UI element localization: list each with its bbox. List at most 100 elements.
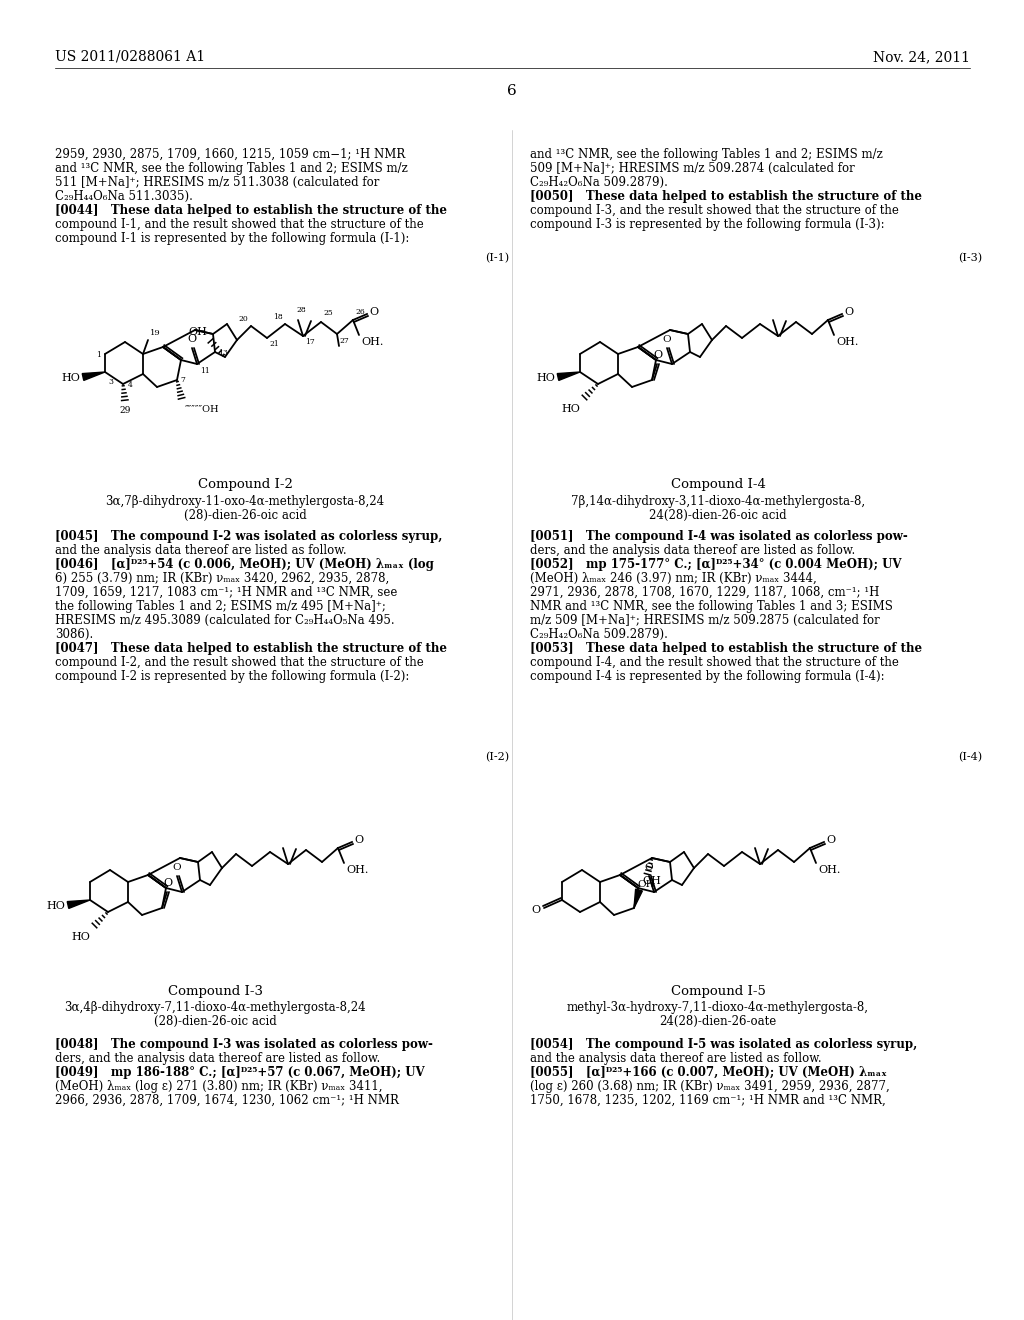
- Text: compound I-1, and the result showed that the structure of the: compound I-1, and the result showed that…: [55, 218, 424, 231]
- Text: 26: 26: [355, 308, 365, 315]
- Text: ders, and the analysis data thereof are listed as follow.: ders, and the analysis data thereof are …: [530, 544, 855, 557]
- Text: ders, and the analysis data thereof are listed as follow.: ders, and the analysis data thereof are …: [55, 1052, 380, 1065]
- Text: 7β,14α-dihydroxy-3,11-dioxo-4α-methylergosta-8,: 7β,14α-dihydroxy-3,11-dioxo-4α-methylerg…: [571, 495, 865, 508]
- Text: HO: HO: [561, 404, 580, 414]
- Text: (log ε) 260 (3.68) nm; IR (KBr) νₘₐₓ 3491, 2959, 2936, 2877,: (log ε) 260 (3.68) nm; IR (KBr) νₘₐₓ 349…: [530, 1080, 890, 1093]
- Text: 25: 25: [323, 309, 333, 317]
- Text: compound I-3 is represented by the following formula (I-3):: compound I-3 is represented by the follo…: [530, 218, 885, 231]
- Text: methyl-3α-hydroxy-7,11-dioxo-4α-methylergosta-8,: methyl-3α-hydroxy-7,11-dioxo-4α-methyler…: [567, 1001, 869, 1014]
- Text: 1750, 1678, 1235, 1202, 1169 cm⁻¹; ¹H NMR and ¹³C NMR,: 1750, 1678, 1235, 1202, 1169 cm⁻¹; ¹H NM…: [530, 1094, 886, 1107]
- Text: HO: HO: [71, 932, 90, 942]
- Text: OH: OH: [642, 876, 660, 886]
- Text: O: O: [369, 308, 378, 317]
- Text: O: O: [844, 308, 853, 317]
- Text: 24(28)-dien-26-oate: 24(28)-dien-26-oate: [659, 1015, 776, 1028]
- Text: O: O: [173, 863, 181, 873]
- Text: 19: 19: [150, 329, 161, 337]
- Text: [0055]   [α]ᴰ²⁵+166 (c 0.007, MeOH); UV (MeOH) λₘₐₓ: [0055] [α]ᴰ²⁵+166 (c 0.007, MeOH); UV (M…: [530, 1067, 887, 1078]
- Text: 28: 28: [296, 306, 306, 314]
- Text: 3α,4β-dihydroxy-7,11-dioxo-4α-methylergosta-8,24: 3α,4β-dihydroxy-7,11-dioxo-4α-methylergo…: [65, 1001, 366, 1014]
- Text: 21: 21: [269, 341, 279, 348]
- Text: (I-4): (I-4): [958, 752, 982, 763]
- Polygon shape: [557, 372, 580, 380]
- Text: (I-1): (I-1): [485, 253, 509, 263]
- Text: (I-2): (I-2): [485, 752, 509, 763]
- Polygon shape: [634, 890, 642, 908]
- Text: the following Tables 1 and 2; ESIMS m/z 495 [M+Na]⁺;: the following Tables 1 and 2; ESIMS m/z …: [55, 601, 386, 612]
- Text: 4: 4: [128, 381, 133, 389]
- Text: and the analysis data thereof are listed as follow.: and the analysis data thereof are listed…: [55, 544, 347, 557]
- Text: [0044]   These data helped to establish the structure of the: [0044] These data helped to establish th…: [55, 205, 447, 216]
- Text: OH.: OH.: [836, 337, 858, 347]
- Text: compound I-1 is represented by the following formula (I-1):: compound I-1 is represented by the follo…: [55, 232, 410, 246]
- Text: O: O: [826, 836, 836, 845]
- Text: [0054]   The compound I-5 was isolated as colorless syrup,: [0054] The compound I-5 was isolated as …: [530, 1038, 918, 1051]
- Text: (28)-dien-26-oic acid: (28)-dien-26-oic acid: [154, 1015, 276, 1028]
- Text: 1709, 1659, 1217, 1083 cm⁻¹; ¹H NMR and ¹³C NMR, see: 1709, 1659, 1217, 1083 cm⁻¹; ¹H NMR and …: [55, 586, 397, 599]
- Text: 509 [M+Na]⁺; HRESIMS m/z 509.2874 (calculated for: 509 [M+Na]⁺; HRESIMS m/z 509.2874 (calcu…: [530, 162, 855, 176]
- Text: and the analysis data thereof are listed as follow.: and the analysis data thereof are listed…: [530, 1052, 821, 1065]
- Text: Nov. 24, 2011: Nov. 24, 2011: [873, 50, 970, 63]
- Text: OH.: OH.: [361, 337, 383, 347]
- Text: m/z 509 [M+Na]⁺; HRESIMS m/z 509.2875 (calculated for: m/z 509 [M+Na]⁺; HRESIMS m/z 509.2875 (c…: [530, 614, 880, 627]
- Text: OH.: OH.: [346, 865, 369, 875]
- Text: [0046]   [α]ᴰ²⁵+54 (c 0.006, MeOH); UV (MeOH) λₘₐₓ (log: [0046] [α]ᴰ²⁵+54 (c 0.006, MeOH); UV (Me…: [55, 558, 434, 572]
- Text: Compound I-3: Compound I-3: [168, 985, 262, 998]
- Text: O: O: [164, 878, 173, 888]
- Text: and ¹³C NMR, see the following Tables 1 and 2; ESIMS m/z: and ¹³C NMR, see the following Tables 1 …: [55, 162, 408, 176]
- Text: C₂₉H₄₂O₆Na 509.2879).: C₂₉H₄₂O₆Na 509.2879).: [530, 628, 668, 642]
- Text: compound I-3, and the result showed that the structure of the: compound I-3, and the result showed that…: [530, 205, 899, 216]
- Text: 17: 17: [305, 338, 314, 346]
- Text: (MeOH) λₘₐₓ (log ε) 271 (3.80) nm; IR (KBr) νₘₐₓ 3411,: (MeOH) λₘₐₓ (log ε) 271 (3.80) nm; IR (K…: [55, 1080, 383, 1093]
- Polygon shape: [82, 372, 105, 380]
- Text: O: O: [653, 350, 663, 360]
- Text: 11: 11: [200, 367, 210, 375]
- Text: C₂₉H₄₂O₆Na 509.2879).: C₂₉H₄₂O₆Na 509.2879).: [530, 176, 668, 189]
- Text: HRESIMS m/z 495.3089 (calculated for C₂₉H₄₄O₅Na 495.: HRESIMS m/z 495.3089 (calculated for C₂₉…: [55, 614, 394, 627]
- Text: O: O: [354, 836, 364, 845]
- Text: HO: HO: [537, 374, 555, 383]
- Text: compound I-4, and the result showed that the structure of the: compound I-4, and the result showed that…: [530, 656, 899, 669]
- Text: O: O: [645, 863, 653, 873]
- Text: O: O: [530, 906, 540, 915]
- Text: Compound I-2: Compound I-2: [198, 478, 293, 491]
- Text: 29: 29: [120, 407, 131, 414]
- Text: 1: 1: [96, 351, 101, 359]
- Text: O: O: [187, 334, 197, 345]
- Text: 511 [M+Na]⁺; HRESIMS m/z 511.3038 (calculated for: 511 [M+Na]⁺; HRESIMS m/z 511.3038 (calcu…: [55, 176, 379, 189]
- Text: (I-3): (I-3): [958, 253, 982, 263]
- Text: 6: 6: [507, 84, 517, 98]
- Text: 3: 3: [108, 378, 113, 385]
- Text: [0051]   The compound I-4 was isolated as colorless pow-: [0051] The compound I-4 was isolated as …: [530, 531, 907, 543]
- Text: 3α,7β-dihydroxy-11-oxo-4α-methylergosta-8,24: 3α,7β-dihydroxy-11-oxo-4α-methylergosta-…: [105, 495, 385, 508]
- Text: US 2011/0288061 A1: US 2011/0288061 A1: [55, 50, 205, 63]
- Text: C₂₉H₄₄O₆Na 511.3035).: C₂₉H₄₄O₆Na 511.3035).: [55, 190, 193, 203]
- Text: 13: 13: [218, 348, 228, 356]
- Text: 27: 27: [339, 337, 349, 345]
- Text: compound I-4 is represented by the following formula (I-4):: compound I-4 is represented by the follo…: [530, 671, 885, 682]
- Text: Compound I-4: Compound I-4: [671, 478, 765, 491]
- Text: [0050]   These data helped to establish the structure of the: [0050] These data helped to establish th…: [530, 190, 922, 203]
- Text: [0049]   mp 186-188° C.; [α]ᴰ²⁵+57 (c 0.067, MeOH); UV: [0049] mp 186-188° C.; [α]ᴰ²⁵+57 (c 0.06…: [55, 1067, 425, 1078]
- Text: OH: OH: [637, 880, 654, 888]
- Text: [0053]   These data helped to establish the structure of the: [0053] These data helped to establish th…: [530, 642, 923, 655]
- Text: HO: HO: [61, 374, 80, 383]
- Text: (MeOH) λₘₐₓ 246 (3.97) nm; IR (KBr) νₘₐₓ 3444,: (MeOH) λₘₐₓ 246 (3.97) nm; IR (KBr) νₘₐₓ…: [530, 572, 817, 585]
- Text: OH.: OH.: [818, 865, 841, 875]
- Text: (28)-dien-26-oic acid: (28)-dien-26-oic acid: [183, 510, 306, 521]
- Text: 7: 7: [180, 376, 185, 384]
- Text: 20: 20: [239, 315, 248, 323]
- Text: 2971, 2936, 2878, 1708, 1670, 1229, 1187, 1068, cm⁻¹; ¹H: 2971, 2936, 2878, 1708, 1670, 1229, 1187…: [530, 586, 880, 599]
- Text: 2959, 2930, 2875, 1709, 1660, 1215, 1059 cm−1; ¹H NMR: 2959, 2930, 2875, 1709, 1660, 1215, 1059…: [55, 148, 406, 161]
- Text: ″″″″″OH: ″″″″″OH: [185, 405, 219, 414]
- Text: OH: OH: [188, 327, 207, 337]
- Text: HO: HO: [46, 902, 65, 911]
- Text: NMR and ¹³C NMR, see the following Tables 1 and 3; ESIMS: NMR and ¹³C NMR, see the following Table…: [530, 601, 893, 612]
- Text: 18: 18: [273, 313, 283, 321]
- Text: compound I-2 is represented by the following formula (I-2):: compound I-2 is represented by the follo…: [55, 671, 410, 682]
- Polygon shape: [68, 900, 90, 908]
- Text: 6) 255 (3.79) nm; IR (KBr) νₘₐₓ 3420, 2962, 2935, 2878,: 6) 255 (3.79) nm; IR (KBr) νₘₐₓ 3420, 29…: [55, 572, 389, 585]
- Text: Compound I-5: Compound I-5: [671, 985, 765, 998]
- Text: 24(28)-dien-26-oic acid: 24(28)-dien-26-oic acid: [649, 510, 786, 521]
- Text: 2966, 2936, 2878, 1709, 1674, 1230, 1062 cm⁻¹; ¹H NMR: 2966, 2936, 2878, 1709, 1674, 1230, 1062…: [55, 1094, 399, 1107]
